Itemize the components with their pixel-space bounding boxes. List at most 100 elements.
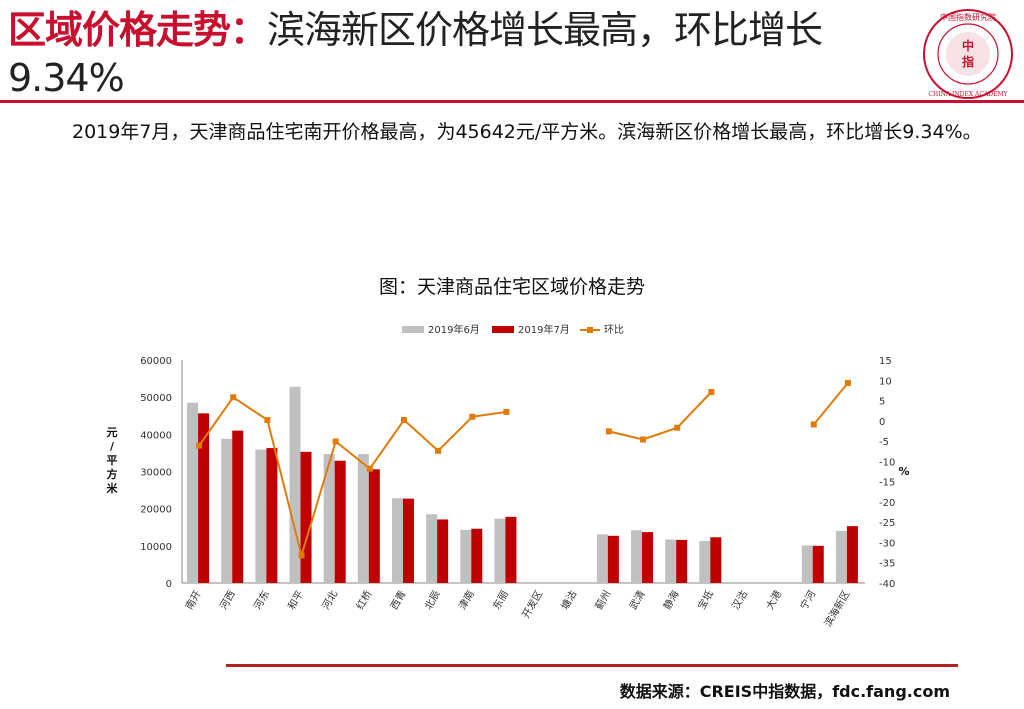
bar-june [289,386,301,583]
bar-july [198,413,210,583]
bar-june [323,454,335,583]
mom-change-point [605,428,612,435]
bar-june [187,402,199,583]
bar-june [835,530,847,583]
bar-july [607,535,619,583]
legend-swatch-july [492,326,514,333]
bar-july [368,469,380,583]
bar-july [402,498,414,583]
mom-change-point [810,421,817,428]
legend-label-june: 2019年6月 [428,323,480,336]
legend-swatch-june [402,326,424,333]
x-tick-label: 静海 [661,588,682,612]
x-tick-label: 开发区 [519,588,545,620]
summary-paragraph: 2019年7月，天津商品住宅南开价格最高，为45642元/平方米。滨海新区价格增… [72,121,982,143]
price-trend-chart: 0 10000 20000 30000 40000 50000 60000 15 10 5 0 -5 -… [106,323,910,629]
data-source: 数据来源：CREIS中指数据，fdc.fang.com [619,682,950,701]
x-tick-label: 塘沽 [558,588,579,612]
mom-change-point [332,438,339,445]
x-tick-label: 河西 [217,589,237,612]
page-title: 区域价格走势：滨海新区价格增长最高，环比增长9.34% [8,6,908,102]
bar-june [255,449,267,583]
bar-july [266,448,278,583]
mom-change-point [400,417,407,424]
y-left-tick-label: 50000 [140,393,172,404]
mom-change-point [196,442,203,449]
y-right-tick-label: -10 [879,457,895,468]
x-tick-label: 河北 [320,589,340,612]
legend-label-mom: 环比 [604,324,624,336]
chart-caption: 图：天津商品住宅区域价格走势 [378,276,645,298]
y-left-tick-label: 30000 [140,468,172,479]
x-tick-label: 滨海新区 [821,588,852,629]
bar-july [642,532,654,583]
mom-change-point [366,465,373,472]
x-tick-label: 西青 [387,588,408,612]
bar-june [391,498,403,583]
x-tick-label: 北辰 [422,589,442,612]
y-left-tick-label: 60000 [140,356,172,367]
bar-july [812,545,824,583]
y-right-tick-label: 10 [879,376,892,387]
footer-divider [226,664,958,667]
y-left-axis-label: 元/平方米 [106,426,119,495]
bar-june [801,545,813,583]
y-right-tick-label: 0 [879,417,885,428]
mom-change-point [640,436,647,443]
svg-text:中国指数研究院: 中国指数研究院 [940,12,996,22]
svg-text:中: 中 [962,38,974,53]
x-tick-label: 河东 [251,588,272,612]
svg-text:CHINA INDEX ACADEMY: CHINA INDEX ACADEMY [928,91,1008,98]
bar-june [426,514,438,583]
bar-june [665,539,677,583]
bar-july [300,451,312,583]
y-left-tick-label: 40000 [140,430,172,441]
y-left-tick-label: 10000 [140,542,172,553]
y-left-tick-label: 20000 [140,505,172,516]
x-tick-label: 汉沽 [729,588,750,612]
bar-july [846,526,858,583]
mom-change-point [844,379,851,386]
bar-july [437,519,449,583]
x-tick-label: 大港 [763,588,784,612]
y-right-axis-label: % [898,465,909,478]
mom-change-point [435,447,442,454]
china-index-academy-logo: 中 指 中国指数研究院 CHINA INDEX ACADEMY [923,9,1013,99]
y-right-tick-label: -35 [879,559,895,570]
mom-change-point [708,389,715,396]
bar-july [334,460,346,583]
legend-label-july: 2019年7月 [518,323,570,336]
bar-july [471,528,483,583]
svg-text:指: 指 [962,54,974,69]
bar-june [596,534,608,583]
y-right-tick-label: -30 [879,538,895,549]
y-right-tick-label: -15 [879,478,895,489]
bar-july [676,539,688,583]
y-right-tick-label: -25 [879,518,895,529]
bar-july [710,537,722,583]
bar-june [699,541,711,583]
bar-july [232,430,244,583]
bar-june [460,529,472,583]
mom-change-point [230,394,237,401]
x-tick-label: 和平 [286,589,306,612]
y-left-tick-label: 0 [166,579,172,590]
mom-change-point [469,413,476,420]
bar-june [494,518,506,583]
mom-change-point [674,424,681,431]
bar-june [357,454,369,583]
x-tick-label: 宁河 [797,588,818,612]
x-tick-label: 宝坻 [695,588,716,612]
y-right-tick-label: 5 [879,397,885,408]
mom-change-point [298,552,305,559]
title-highlight: 区域价格走势： [8,8,268,52]
bar-june [631,530,643,583]
x-tick-label: 红桥 [353,588,374,612]
y-right-tick-label: -40 [879,579,895,590]
mom-change-point [264,417,271,424]
mom-change-line [198,382,849,560]
y-right-tick-label: -5 [879,437,889,448]
x-tick-label: 津南 [456,588,477,612]
mom-change-point [503,408,510,415]
x-tick-label: 东丽 [490,588,511,612]
